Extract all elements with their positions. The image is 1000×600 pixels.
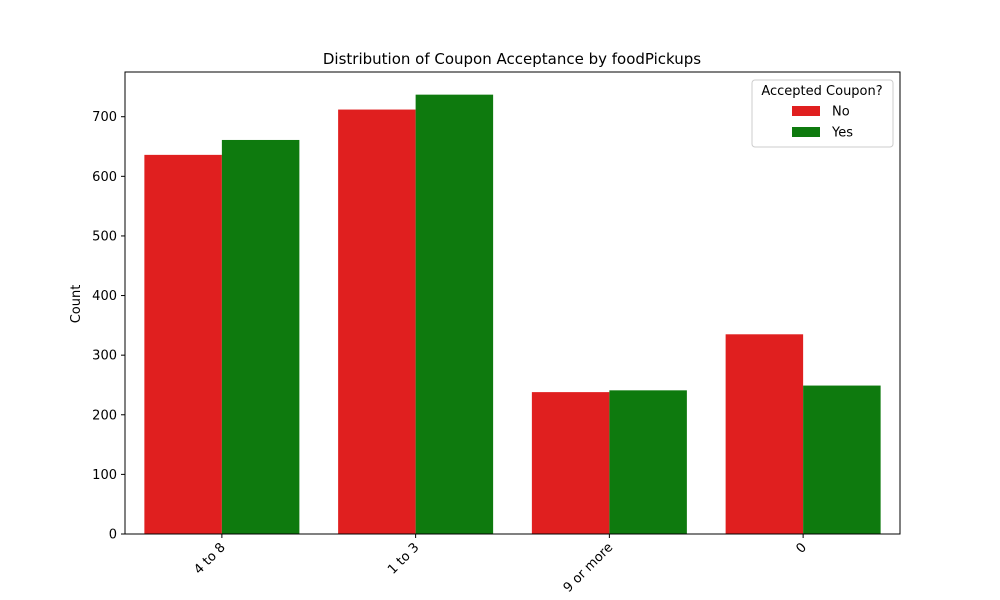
- legend-label-no: No: [832, 105, 850, 120]
- legend: Accepted Coupon? No Yes: [751, 79, 894, 148]
- bar-yes-1: [415, 94, 494, 535]
- y-tick-label: 500: [92, 229, 117, 244]
- legend-swatch-yes: [792, 127, 820, 137]
- x-tick-label: 4 to 8: [191, 540, 228, 577]
- bar-yes-3: [803, 385, 881, 534]
- y-tick-label: 600: [92, 170, 117, 185]
- y-tick-label: 0: [109, 528, 117, 543]
- y-tick-label: 400: [92, 289, 117, 304]
- legend-box: [751, 79, 894, 148]
- y-tick-label: 700: [92, 110, 117, 125]
- bar-no-2: [531, 392, 610, 534]
- y-tick-label: 100: [92, 468, 117, 483]
- legend-swatch-no: [792, 106, 820, 116]
- bar-no-0: [144, 154, 222, 534]
- x-tick-label: 1 to 3: [385, 540, 422, 577]
- axes-frame: [124, 71, 901, 535]
- bar-no-1: [338, 109, 416, 535]
- bar-no-3: [725, 334, 804, 534]
- legend-title: Accepted Coupon?: [761, 84, 882, 99]
- y-axis-label: Count: [69, 285, 84, 324]
- bar-yes-0: [221, 139, 300, 534]
- y-tick-label: 200: [92, 408, 117, 423]
- x-tick-label: 0: [793, 540, 809, 556]
- chart-title: Distribution of Coupon Acceptance by foo…: [323, 50, 701, 68]
- y-tick-label: 300: [92, 349, 117, 364]
- legend-label-yes: Yes: [831, 126, 853, 141]
- x-tick-label: 9 or more: [561, 540, 617, 596]
- plot-area: 4 to 8 1 to 3 9 or more 0 0 100 200 300 400 500 60…: [92, 94, 881, 596]
- bar-yes-2: [609, 390, 687, 534]
